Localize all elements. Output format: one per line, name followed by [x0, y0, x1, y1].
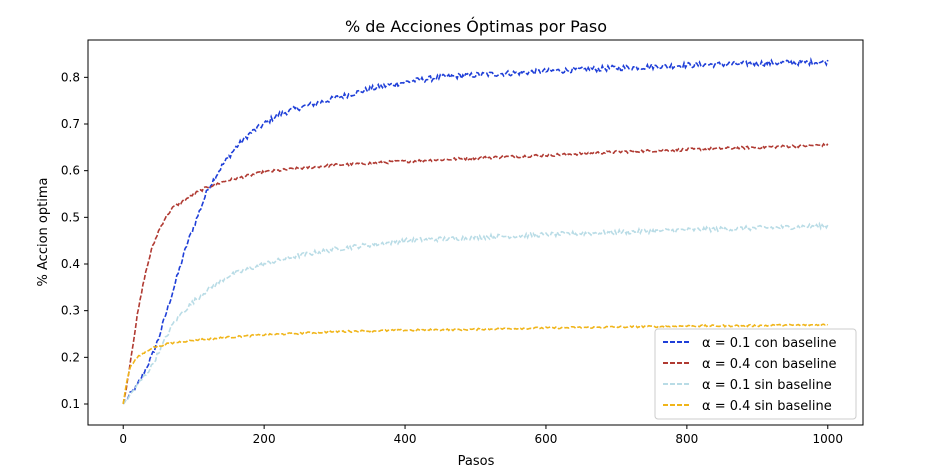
y-tick-label: 0.6 [61, 164, 80, 178]
y-tick-label: 0.2 [61, 350, 80, 364]
legend-label-2: α = 0.1 sin baseline [702, 378, 832, 393]
series-layer [122, 57, 829, 405]
x-tick-label: 0 [119, 432, 127, 446]
x-tick-label: 200 [253, 432, 276, 446]
legend-label-0: α = 0.1 con baseline [702, 336, 836, 351]
y-axis: 0.1 0.2 0.3 0.4 0.5 0.6 0.7 0.8 [61, 70, 88, 411]
x-tick-label: 800 [675, 432, 698, 446]
plot-area [87, 39, 864, 426]
y-tick-label: 0.1 [61, 397, 80, 411]
y-tick-label: 0.4 [61, 257, 80, 271]
x-tick-label: 600 [535, 432, 558, 446]
series-line-1 [122, 142, 829, 405]
y-tick-label: 0.5 [61, 210, 80, 224]
series-line-3 [122, 323, 829, 405]
legend-label-3: α = 0.4 sin baseline [702, 399, 832, 414]
x-tick-label: 1000 [812, 432, 843, 446]
series-line-2 [122, 221, 829, 405]
chart-title: % de Acciones Óptimas por Paso [345, 17, 607, 36]
y-tick-label: 0.3 [61, 304, 80, 318]
legend-box [654, 328, 857, 420]
x-axis: 0 200 400 600 800 1000 [119, 425, 843, 446]
y-tick-label: 0.8 [61, 70, 80, 84]
x-axis-label: Pasos [458, 454, 495, 469]
y-axis-label: % Accion optima [36, 178, 51, 287]
legend-label-1: α = 0.4 con baseline [702, 357, 836, 372]
legend: α = 0.1 con baseline α = 0.4 con baselin… [654, 328, 857, 420]
x-tick-label: 400 [394, 432, 417, 446]
y-tick-label: 0.7 [61, 117, 80, 131]
series-line-0 [122, 57, 829, 405]
